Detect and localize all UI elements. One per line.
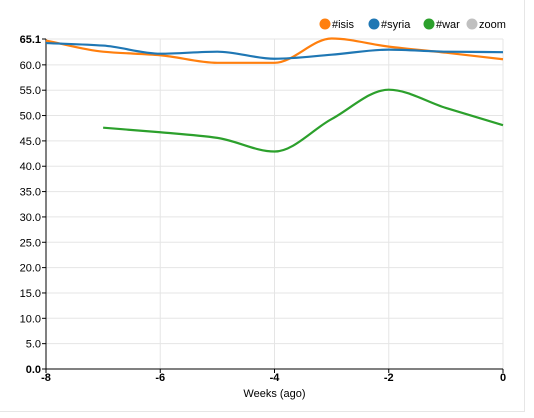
legend-dot	[368, 18, 380, 30]
x-tick-label: -6	[155, 372, 165, 384]
y-tick-label: 55.0	[20, 85, 41, 97]
legend-item-war[interactable]: #war	[423, 18, 461, 32]
y-tick-label: 45.0	[20, 136, 41, 148]
grid-lines	[46, 38, 504, 369]
legend-item-zoom[interactable]: zoom	[466, 18, 506, 32]
legend-label: #isis	[332, 19, 355, 31]
legend-dot	[466, 18, 478, 30]
y-tick-label: 35.0	[20, 187, 41, 199]
y-tick-label: 10.0	[20, 313, 41, 325]
y-axis-ticks: 0.0 5.0 10.0 15.0 20.0 25.0 30.0 35.0 40.0 45.0 50…	[20, 34, 46, 376]
series-line-syria[interactable]	[45, 41, 504, 60]
legend-label: #syria	[381, 19, 411, 31]
x-tick-label: -4	[270, 372, 281, 384]
chart-frame	[0, 0, 525, 412]
y-tick-label: 0.0	[26, 364, 41, 376]
x-tick-label: -2	[384, 372, 394, 384]
x-axis-ticks: -8 -6 -4 -2 0	[41, 369, 506, 384]
y-tick-label: 15.0	[20, 288, 41, 300]
y-tick-label: 30.0	[20, 212, 41, 224]
series-lines	[45, 37, 504, 153]
legend-dot	[423, 18, 435, 30]
y-tick-label: 65.1	[20, 34, 41, 46]
legend-dot	[319, 18, 331, 30]
y-tick-label: 50.0	[20, 111, 41, 123]
legend: zoom #war #syria #isis	[319, 18, 506, 32]
legend-label: #war	[436, 19, 460, 31]
y-tick-label: 5.0	[26, 339, 41, 351]
legend-item-syria[interactable]: #syria	[368, 18, 412, 32]
y-tick-label: 25.0	[20, 237, 41, 249]
x-tick-label: 0	[500, 372, 506, 384]
y-tick-label: 20.0	[20, 263, 41, 275]
x-axis-title: Weeks (ago)	[243, 388, 305, 400]
series-line-war[interactable]	[103, 88, 504, 153]
legend-item-isis[interactable]: #isis	[319, 18, 355, 32]
y-tick-label: 40.0	[20, 161, 41, 173]
x-tick-label: -8	[41, 372, 51, 384]
legend-label: zoom	[479, 19, 506, 31]
y-tick-label: 60.0	[20, 60, 41, 72]
